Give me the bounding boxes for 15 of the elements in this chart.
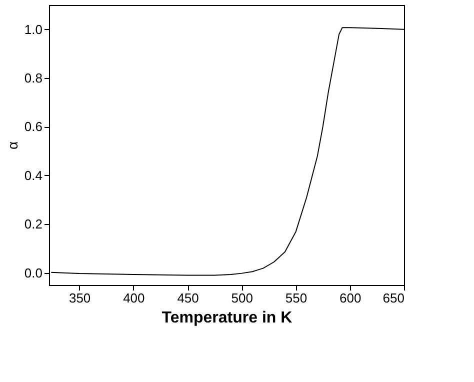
- y-tick-label: 0.8: [24, 70, 42, 86]
- y-tick-label: 1.0: [24, 22, 42, 37]
- y-tick-label: 0.2: [24, 216, 42, 232]
- y-tick-label: 0.4: [24, 168, 42, 183]
- x-tick-label: 650: [382, 290, 404, 306]
- x-tick-label: 550: [285, 290, 308, 306]
- x-tick-label: 400: [123, 290, 145, 306]
- y-axis-title: α: [4, 141, 20, 150]
- x-tick-label: 600: [340, 290, 362, 306]
- y-tick-label: 0.6: [24, 119, 42, 134]
- x-tick-label: 500: [231, 290, 254, 306]
- x-tick-label: 450: [177, 290, 199, 306]
- x-axis-title: Temperature in K: [162, 310, 293, 326]
- y-tick-label: 0.0: [24, 265, 42, 280]
- x-tick-label: 350: [68, 290, 91, 306]
